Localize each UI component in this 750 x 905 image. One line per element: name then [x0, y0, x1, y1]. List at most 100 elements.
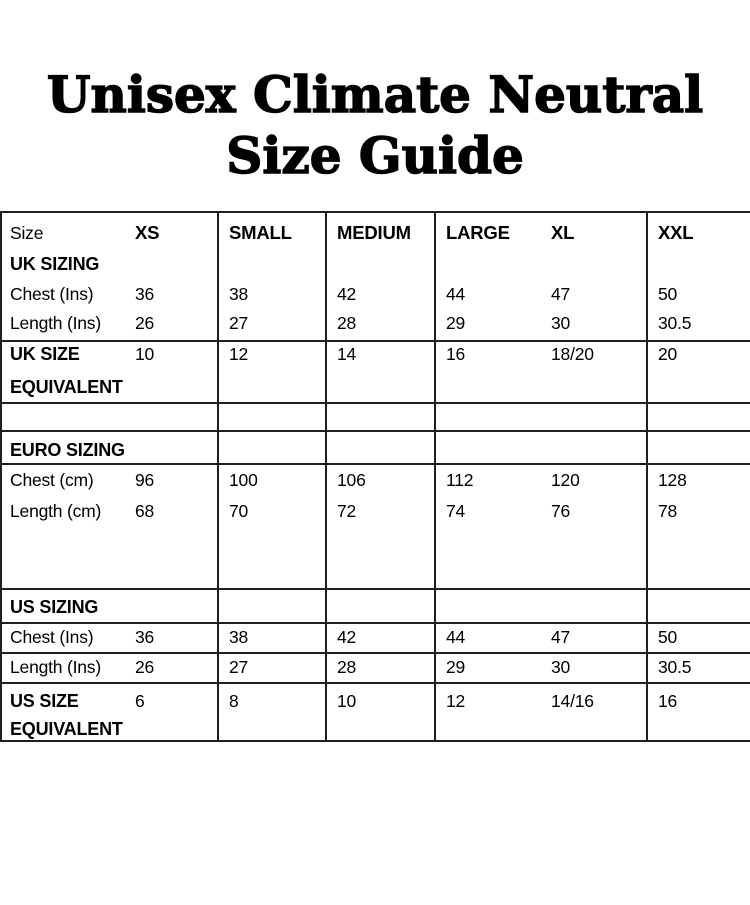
us-chest-value: 38: [218, 622, 327, 653]
empty-cell: [326, 430, 436, 464]
euro-length-value: 74: [446, 501, 466, 521]
uk-chest-label: Chest (Ins): [10, 284, 94, 304]
header-large: LARGE: [446, 222, 510, 243]
empty-cell: [647, 253, 750, 282]
us-chest-label: Chest (Ins): [1, 622, 125, 653]
empty-cell: [326, 253, 436, 282]
us-sizing-section-row: US SIZING: [1, 588, 750, 623]
uk-size-equivalent-value: 16: [435, 340, 541, 372]
uk-size-equivalent-row-line2: EQUIVALENT: [1, 372, 750, 403]
empty-cell: [647, 525, 750, 589]
empty-cell: [541, 525, 648, 589]
empty-cell: [218, 253, 327, 282]
us-chest-value: 42: [326, 622, 436, 653]
empty-cell: [435, 712, 541, 741]
empty-cell: [647, 712, 750, 741]
us-length-value: 28: [326, 652, 436, 683]
us-length-value: 30.5: [647, 652, 750, 683]
header-small: SMALL: [218, 212, 327, 253]
uk-sizing-section-row: UK SIZING: [1, 253, 750, 282]
page-title-line1: Unisex Climate Neutral: [46, 64, 704, 125]
spacer-row: [1, 525, 750, 589]
us-size-equivalent-row: US SIZE 6 8 10 12 14/16 16: [1, 682, 750, 712]
empty-cell: [125, 430, 219, 464]
header-medium: MEDIUM: [326, 212, 436, 253]
uk-chest-row: Chest (Ins) 36 38 42 44 47 50: [1, 282, 750, 311]
uk-chest-value: 44: [446, 284, 466, 304]
empty-cell: [326, 588, 436, 623]
uk-length-value: 30: [541, 311, 648, 341]
euro-chest-value: 112: [435, 463, 541, 495]
uk-chest-value: 38: [218, 282, 327, 311]
euro-length-value: 76: [541, 495, 648, 525]
empty-cell: [125, 372, 219, 403]
uk-length-label: Length (Ins): [10, 313, 101, 333]
us-length-row: Length (Ins) 26 27 28 29 30 30.5: [1, 652, 750, 683]
empty-cell: [1, 525, 125, 589]
empty-cell: [125, 525, 219, 589]
uk-size-equivalent-value: 12: [218, 340, 327, 372]
empty-cell: [435, 253, 541, 282]
empty-cell: [647, 372, 750, 403]
empty-cell: [541, 402, 648, 431]
empty-cell: [435, 525, 541, 589]
size-guide-table: Size XS SMALL MEDIUM LARGE XL XXL UK SIZ…: [0, 211, 750, 742]
empty-cell: [218, 588, 327, 623]
empty-cell: [218, 430, 327, 464]
uk-length-value: 29: [446, 313, 466, 333]
page-title: Unisex Climate Neutral Size Guide: [0, 64, 750, 186]
euro-chest-value: 100: [218, 463, 327, 495]
empty-cell: [435, 430, 541, 464]
euro-length-value: 78: [658, 501, 678, 521]
empty-cell: [218, 712, 327, 741]
empty-cell: [647, 430, 750, 464]
uk-size-equivalent-label-line1: UK SIZE: [1, 340, 125, 372]
us-length-value: 30: [541, 652, 648, 683]
empty-cell: [326, 402, 436, 431]
uk-chest-value: 50: [658, 284, 678, 304]
uk-size-equivalent-label-line2: EQUIVALENT: [10, 377, 123, 397]
us-size-equivalent-value: 12: [435, 682, 541, 712]
empty-cell: [1, 402, 125, 431]
euro-chest-value: 120: [541, 463, 648, 495]
euro-sizing-label: EURO SIZING: [1, 430, 125, 464]
empty-cell: [647, 588, 750, 623]
us-size-equivalent-value: 14/16: [541, 682, 648, 712]
us-chest-row: Chest (Ins) 36 38 42 44 47 50: [1, 622, 750, 653]
empty-cell: [218, 372, 327, 403]
empty-cell: [125, 588, 219, 623]
empty-cell: [125, 402, 219, 431]
empty-cell: [435, 372, 541, 403]
us-length-value: 26: [125, 652, 219, 683]
empty-cell: [125, 253, 219, 282]
uk-length-row: Length (Ins) 26 27 28 29 30 30.5: [1, 311, 750, 341]
uk-size-equivalent-value: 14: [326, 340, 436, 372]
uk-length-value: 26: [125, 311, 219, 341]
empty-cell: [218, 402, 327, 431]
euro-length-label: Length (cm): [10, 501, 102, 521]
uk-length-value: 27: [218, 311, 327, 341]
uk-chest-value: 36: [125, 282, 219, 311]
us-chest-value: 50: [647, 622, 750, 653]
euro-length-value: 72: [326, 495, 436, 525]
us-size-equivalent-value: 6: [125, 682, 219, 712]
us-size-equivalent-row-line2: EQUIVALENT: [1, 712, 750, 741]
us-chest-value: 47: [541, 622, 648, 653]
header-xl: XL: [541, 212, 648, 253]
us-chest-value: 44: [435, 622, 541, 653]
euro-chest-value: 128: [647, 463, 750, 495]
us-length-label: Length (Ins): [1, 652, 125, 683]
empty-cell: [435, 588, 541, 623]
us-length-value: 29: [435, 652, 541, 683]
euro-length-value: 68: [125, 495, 219, 525]
empty-cell: [541, 372, 648, 403]
euro-chest-row: Chest (cm) 96 100 106 112 120 128: [1, 463, 750, 495]
uk-size-equivalent-value: 10: [125, 340, 219, 372]
header-xs: XS: [125, 212, 219, 253]
empty-cell: [435, 402, 541, 431]
empty-cell: [326, 712, 436, 741]
header-row: Size XS SMALL MEDIUM LARGE XL XXL: [1, 212, 750, 253]
size-column-header: Size: [10, 223, 44, 243]
us-size-equivalent-value: 16: [647, 682, 750, 712]
empty-cell: [541, 430, 648, 464]
